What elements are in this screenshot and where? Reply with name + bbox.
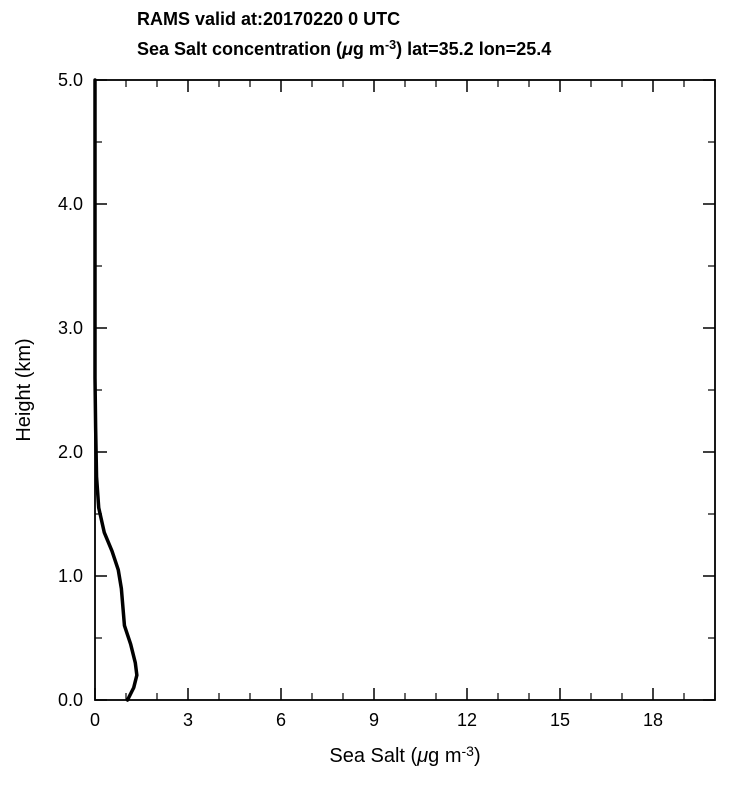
y-tick-label: 4.0 — [58, 194, 83, 214]
profile-chart: 0 3 6 9 12 15 18 0.0 1.0 2.0 3.0 4.0 5.0 RAMS valid a… — [0, 0, 746, 800]
x-tick-label: 9 — [369, 710, 379, 730]
x-tick-label: 6 — [276, 710, 286, 730]
y-tick-label: 1.0 — [58, 566, 83, 586]
y-tick-label: 5.0 — [58, 70, 83, 90]
chart-container: 0 3 6 9 12 15 18 0.0 1.0 2.0 3.0 4.0 5.0 RAMS valid a… — [0, 0, 746, 800]
x-tick-label: 12 — [457, 710, 477, 730]
x-tick-label: 15 — [550, 710, 570, 730]
y-axis-label: Height (km) — [13, 338, 35, 441]
x-axis-label: Sea Salt (μg m-3) — [329, 743, 480, 767]
y-tick-label: 0.0 — [58, 690, 83, 710]
x-tick-label: 3 — [183, 710, 193, 730]
y-tick-label: 3.0 — [58, 318, 83, 338]
chart-title-line2: Sea Salt concentration (μg m-3) lat=35.2… — [137, 38, 551, 59]
chart-title-line1: RAMS valid at:20170220 0 UTC — [137, 9, 400, 29]
x-tick-label: 18 — [643, 710, 663, 730]
y-tick-label: 2.0 — [58, 442, 83, 462]
x-tick-label: 0 — [90, 710, 100, 730]
